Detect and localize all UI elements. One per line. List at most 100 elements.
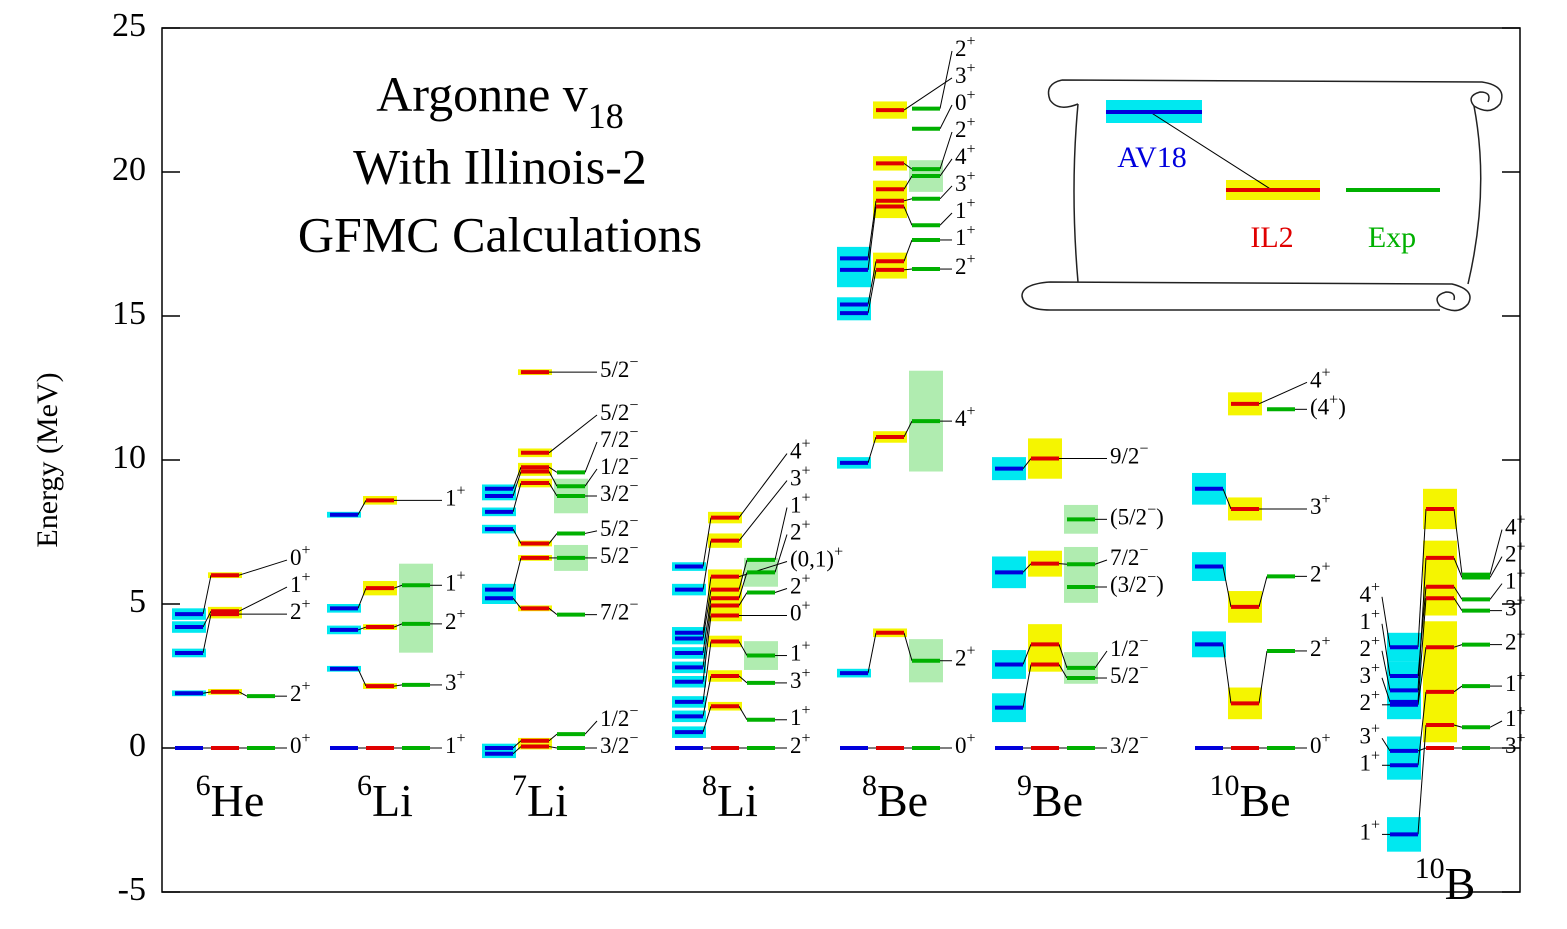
spin-text: 1 <box>445 733 457 758</box>
spin-parity: + <box>1517 668 1526 685</box>
spin-label: 1+ <box>790 638 811 666</box>
connector <box>903 420 913 438</box>
leader-line <box>584 530 598 534</box>
spin-parity: − <box>1139 633 1148 650</box>
spin-text: 1 <box>1359 820 1371 845</box>
spin-label: 2+ <box>1359 687 1380 715</box>
connector <box>903 162 913 170</box>
spin-label: 3+ <box>1505 593 1526 621</box>
spin-parity: + <box>802 571 811 588</box>
connector <box>867 269 877 314</box>
spin-text: 4 <box>790 439 802 464</box>
spin-label: 4+ <box>955 403 976 431</box>
connector <box>548 471 558 487</box>
spin-label: 3/2− <box>1110 730 1148 758</box>
spin-text: 1 <box>955 198 967 223</box>
connector <box>1058 644 1068 669</box>
spin-label: 9/2− <box>1110 441 1148 469</box>
connector <box>903 239 913 262</box>
connector <box>357 626 367 631</box>
spin-parity: + <box>834 544 843 561</box>
connector <box>738 559 748 590</box>
spin-text: 2 <box>1505 630 1517 655</box>
spin-label: 1+ <box>445 730 466 758</box>
mass-number: 9 <box>1017 769 1032 802</box>
connector <box>1417 508 1427 648</box>
leader-line <box>774 507 788 561</box>
connector <box>202 610 212 628</box>
connector <box>702 598 712 654</box>
scroll-left <box>1073 103 1079 283</box>
leader-line <box>939 104 953 130</box>
spin-label: 2+ <box>955 33 976 61</box>
connector <box>738 572 748 599</box>
leader-line <box>774 534 788 573</box>
spin-parity: + <box>457 482 466 499</box>
element: Li <box>717 775 758 826</box>
spin-text: ) <box>1156 572 1164 597</box>
connector <box>548 733 558 742</box>
leader-line <box>238 586 288 612</box>
spin-text: 2 <box>955 117 967 142</box>
spin-label: 1+ <box>790 490 811 518</box>
spin-text: 3 <box>955 63 967 88</box>
spin-text: 2 <box>790 520 802 545</box>
spin-parity: + <box>1517 512 1526 529</box>
y-tick-label: 10 <box>112 439 146 476</box>
spin-text: 0 <box>290 733 302 758</box>
spin-label: 2+ <box>1505 627 1526 655</box>
spin-label: 3+ <box>1505 730 1526 758</box>
spin-label: 2+ <box>790 517 811 545</box>
spin-label: 2+ <box>790 571 811 599</box>
spin-text: 5/2 <box>1110 663 1139 688</box>
spin-text: 1 <box>1505 706 1517 731</box>
subtitle: With Illinois-2 <box>353 138 647 194</box>
spin-text: 1 <box>445 571 457 596</box>
connector <box>702 540 712 590</box>
spin-label: 2+ <box>955 251 976 279</box>
connector <box>548 482 558 497</box>
connector <box>702 605 712 668</box>
element: He <box>211 775 265 826</box>
y-axis-label: Energy (MeV) <box>31 372 64 547</box>
spin-label: 0+ <box>790 598 811 626</box>
spin-text: 5/2 <box>600 400 629 425</box>
spin-parity: + <box>1322 491 1331 508</box>
connector <box>202 575 212 615</box>
spin-text: (0,1) <box>790 547 834 572</box>
spin-label: 1+ <box>290 569 311 597</box>
leader-line <box>1489 556 1503 578</box>
spin-parity: − <box>1147 569 1156 586</box>
spin-text: 4 <box>1505 515 1517 540</box>
spin-parity: + <box>802 436 811 453</box>
spin-label: 7/2− <box>1110 542 1148 570</box>
connector <box>393 623 403 628</box>
spin-label: (5/2−) <box>1110 501 1164 529</box>
spin-label: 4+ <box>1310 364 1331 392</box>
connector <box>1453 644 1463 648</box>
spin-parity: + <box>302 542 311 559</box>
spin-parity: − <box>1139 730 1148 747</box>
spin-parity: + <box>457 567 466 584</box>
spin-parity: + <box>1371 579 1380 596</box>
spin-parity: + <box>457 606 466 623</box>
spin-text: 1/2 <box>600 454 629 479</box>
spin-parity: + <box>1371 606 1380 623</box>
spin-label: 2+ <box>955 643 976 671</box>
y-tick-label: -5 <box>118 871 146 908</box>
spin-text: 3/2 <box>600 481 629 506</box>
spin-label: 2+ <box>1359 633 1380 661</box>
element: B <box>1445 858 1476 909</box>
spin-parity: + <box>1517 539 1526 556</box>
connector <box>512 746 522 755</box>
spin-label: 5/2− <box>600 540 638 568</box>
spin-parity: + <box>302 678 311 695</box>
leader-line <box>1381 650 1391 691</box>
spin-label: 2+ <box>790 730 811 758</box>
connector <box>867 206 877 270</box>
spin-label: 3+ <box>1359 660 1380 688</box>
leader-line <box>584 720 598 735</box>
connector <box>867 200 877 259</box>
connector <box>1022 563 1032 573</box>
